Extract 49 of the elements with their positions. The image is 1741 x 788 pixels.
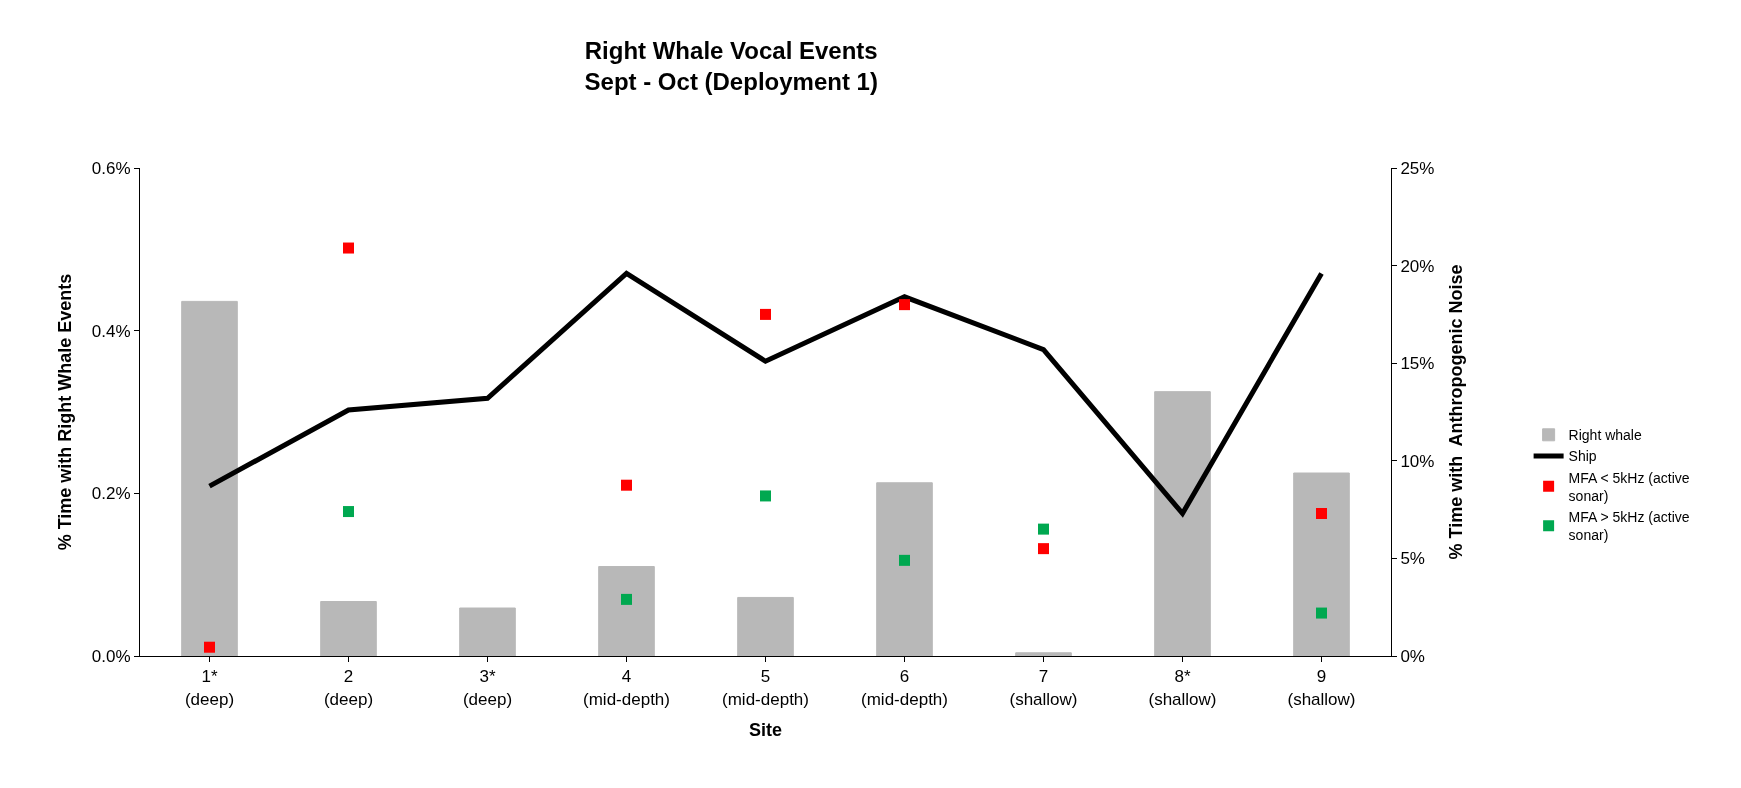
x-tick-label: 9 (shallow) (1287, 667, 1356, 709)
y-tick-label: 0.4% (91, 321, 131, 341)
legend-label: MFA > 5kHz (active sonar) (1568, 509, 1690, 544)
x-tick-label: 3* (deep) (462, 667, 513, 709)
legend-label: MFA < 5kHz (active sonar) (1568, 469, 1690, 504)
point (760, 490, 771, 502)
chart-title: Right Whale Vocal Events Sept - Oct (Deployment 1) (584, 37, 878, 96)
x-tick-label: 7 (shallow) (1009, 667, 1078, 709)
bar (320, 601, 377, 656)
y-tick-label: 0.0% (91, 646, 131, 666)
y2-tick-label: 15% (1400, 354, 1435, 374)
y-tick-label: 0.2% (91, 484, 131, 504)
bar (1293, 472, 1350, 656)
x-tick-label: 4 (mid-depth) (583, 667, 670, 709)
point (1316, 508, 1327, 519)
bar (598, 566, 655, 656)
y-tick-label: 0.6% (91, 158, 131, 178)
point (899, 554, 910, 566)
point (1038, 543, 1049, 555)
bar (1154, 391, 1211, 656)
point (621, 593, 632, 605)
x-tick-label: 8* (shallow) (1148, 667, 1217, 709)
y-axis-title: % Time with Right Whale Events (55, 273, 76, 551)
point (760, 308, 771, 320)
x-tick-label: 1* (deep) (184, 667, 235, 709)
x-tick-label: 5 (mid-depth) (722, 667, 809, 709)
y2-tick-label: 5% (1400, 549, 1425, 569)
y2-tick-label: 20% (1400, 256, 1435, 276)
x-axis-title: Site (748, 719, 783, 740)
point (343, 506, 354, 518)
point (1316, 607, 1327, 619)
bar (181, 300, 238, 656)
y2-tick-label: 0% (1400, 646, 1425, 666)
point (343, 242, 354, 254)
y2-tick-label: 10% (1400, 451, 1435, 471)
point (899, 299, 910, 311)
y2-axis-title: % Time with Anthropogenic Noise (1445, 264, 1466, 560)
legend-label: Right whale (1568, 427, 1642, 444)
legend-label: Ship (1568, 448, 1597, 465)
bar (459, 607, 516, 656)
y2-tick-label: 25% (1400, 158, 1435, 178)
point (621, 479, 632, 491)
point (204, 641, 215, 653)
point (1038, 523, 1049, 535)
x-tick-label: 2 (deep) (323, 667, 374, 709)
bar (737, 596, 794, 656)
bar (1015, 652, 1072, 656)
x-tick-label: 6 (mid-depth) (861, 667, 948, 709)
bar (876, 482, 933, 656)
